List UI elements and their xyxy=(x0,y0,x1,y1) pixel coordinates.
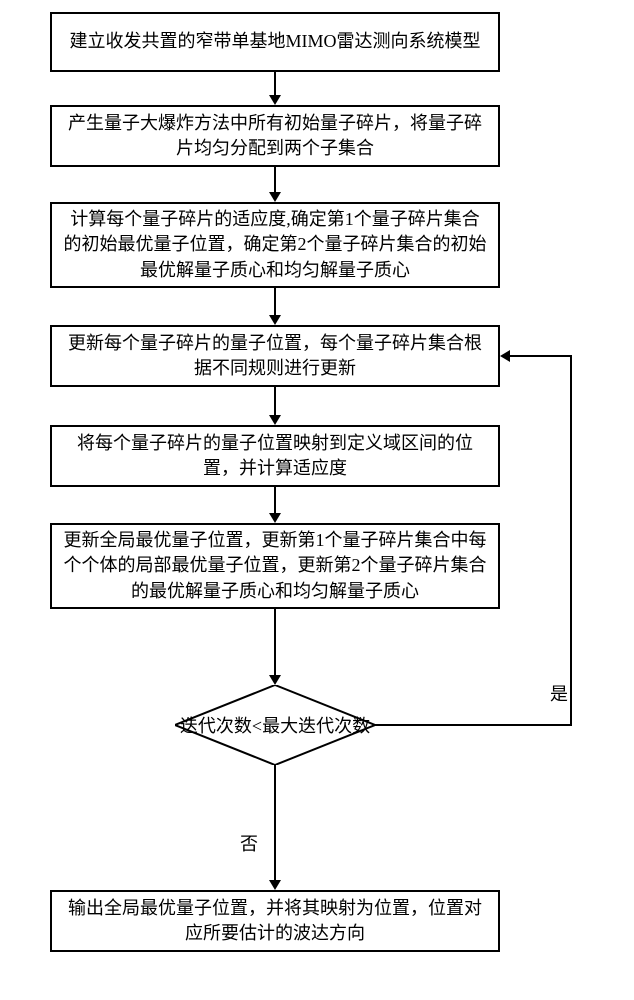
arrow-4-5 xyxy=(274,387,276,416)
step-4-text: 更新每个量子碎片的量子位置，每个量子碎片集合根据不同规则进行更新 xyxy=(62,331,488,381)
arrow-3-4 xyxy=(274,288,276,316)
loop-h2 xyxy=(510,355,572,357)
arrow-7-8-head xyxy=(269,880,281,890)
arrow-7-8 xyxy=(274,765,276,881)
loop-h1 xyxy=(375,724,572,726)
loop-v xyxy=(570,356,572,726)
decision-iteration: 迭代次数<最大迭代次数 xyxy=(175,685,375,765)
step-3-text: 计算每个量子碎片的适应度,确定第1个量子碎片集合的初始最优量子位置，确定第2个量… xyxy=(62,207,488,283)
step-1-establish-model: 建立收发共置的窄带单基地MIMO雷达测向系统模型 xyxy=(50,12,500,72)
step-6-update-global: 更新全局最优量子位置，更新第1个量子碎片集合中每个个体的局部最优量子位置，更新第… xyxy=(50,523,500,609)
arrow-5-6 xyxy=(274,487,276,514)
step-5-map-positions: 将每个量子碎片的量子位置映射到定义域区间的位置，并计算适应度 xyxy=(50,425,500,487)
step-8-text: 输出全局最优量子位置，并将其映射为位置，位置对应所要估计的波达方向 xyxy=(62,896,488,946)
label-no: 否 xyxy=(240,830,258,856)
step-2-text: 产生量子大爆炸方法中所有初始量子碎片，将量子碎片均匀分配到两个子集合 xyxy=(62,111,488,161)
arrow-6-7-head xyxy=(269,675,281,685)
arrow-1-2 xyxy=(274,72,276,96)
arrow-5-6-head xyxy=(269,513,281,523)
arrow-4-5-head xyxy=(269,415,281,425)
step-8-output: 输出全局最优量子位置，并将其映射为位置，位置对应所要估计的波达方向 xyxy=(50,890,500,952)
step-3-calculate-fitness: 计算每个量子碎片的适应度,确定第1个量子碎片集合的初始最优量子位置，确定第2个量… xyxy=(50,202,500,288)
flowchart-container: 建立收发共置的窄带单基地MIMO雷达测向系统模型 产生量子大爆炸方法中所有初始量… xyxy=(0,0,634,1000)
step-1-text: 建立收发共置的窄带单基地MIMO雷达测向系统模型 xyxy=(69,29,480,54)
arrow-2-3 xyxy=(274,167,276,193)
step-5-text: 将每个量子碎片的量子位置映射到定义域区间的位置，并计算适应度 xyxy=(62,431,488,481)
arrow-2-3-head xyxy=(269,192,281,202)
arrow-3-4-head xyxy=(269,315,281,325)
arrow-6-7 xyxy=(274,609,276,676)
label-yes: 是 xyxy=(550,680,568,706)
loop-head xyxy=(500,350,510,362)
step-6-text: 更新全局最优量子位置，更新第1个量子碎片集合中每个个体的局部最优量子位置，更新第… xyxy=(62,528,488,604)
step-4-update-positions: 更新每个量子碎片的量子位置，每个量子碎片集合根据不同规则进行更新 xyxy=(50,325,500,387)
arrow-1-2-head xyxy=(269,95,281,105)
step-2-generate-fragments: 产生量子大爆炸方法中所有初始量子碎片，将量子碎片均匀分配到两个子集合 xyxy=(50,105,500,167)
decision-text: 迭代次数<最大迭代次数 xyxy=(180,712,370,738)
